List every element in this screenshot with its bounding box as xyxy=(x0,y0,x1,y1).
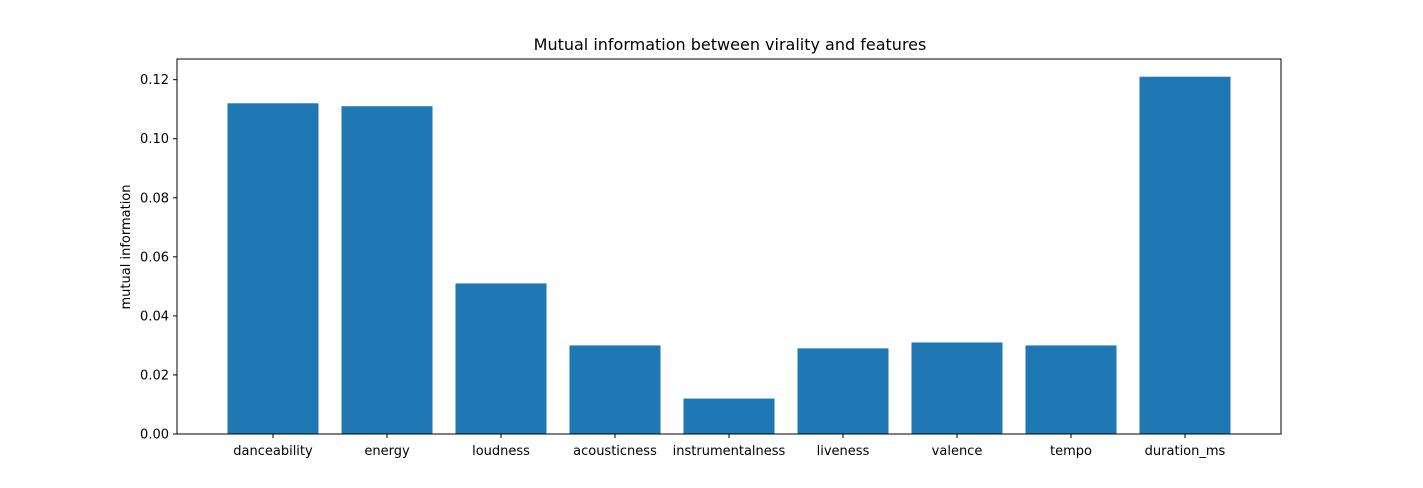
y-tick-label: 0.12 xyxy=(140,73,169,88)
x-tick-label: instrumentalness xyxy=(673,444,786,459)
x-tick-label: tempo xyxy=(1050,444,1092,459)
x-tick-label: energy xyxy=(364,444,410,459)
x-tick-label: valence xyxy=(932,444,983,459)
bar-instrumentalness xyxy=(683,398,775,434)
y-tick-label: 0.08 xyxy=(140,191,169,206)
bar-acousticness xyxy=(569,345,661,434)
plot-frame xyxy=(176,58,1282,435)
bar-loudness xyxy=(455,283,547,434)
x-tick-label: acousticness xyxy=(573,444,657,459)
y-tick-label: 0.10 xyxy=(140,132,169,147)
y-tick-label: 0.06 xyxy=(140,250,169,265)
bar-tempo xyxy=(1025,345,1117,434)
y-tick-label: 0.02 xyxy=(140,368,169,383)
bar-valence xyxy=(911,342,1003,434)
bars-group xyxy=(227,76,1231,435)
x-axis: danceability energy loudness acousticness in… xyxy=(233,434,1226,459)
x-tick-label: duration_ms xyxy=(1145,444,1226,459)
x-tick-label: loudness xyxy=(472,444,530,459)
x-tick-label: liveness xyxy=(817,444,870,459)
bar-liveness xyxy=(797,348,889,434)
bar-danceability xyxy=(227,103,319,435)
y-tick-label: 0.00 xyxy=(140,428,169,443)
y-axis: 0.00 0.02 0.04 0.06 0.08 0.10 0.12 xyxy=(140,73,177,443)
x-tick-label: danceability xyxy=(233,444,313,459)
y-tick-label: 0.04 xyxy=(140,309,169,324)
y-axis-label: mutual information xyxy=(119,185,134,310)
bar-duration_ms xyxy=(1139,76,1231,434)
chart-title: Mutual information between virality and … xyxy=(534,35,927,54)
bar-energy xyxy=(341,106,433,435)
